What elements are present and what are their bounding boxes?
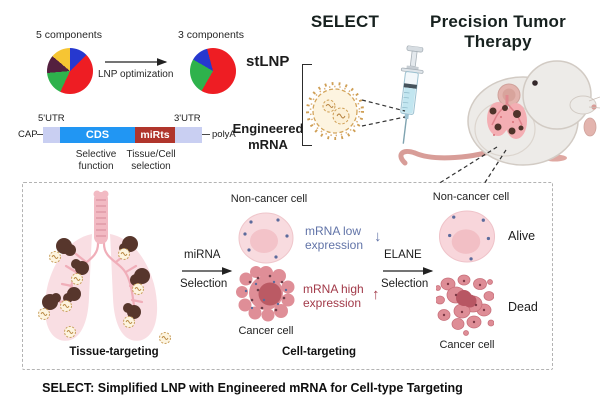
mirts-note: Tissue/Cell selection [126, 149, 176, 173]
alive-label: Alive [508, 229, 536, 243]
select-title: SELECT [310, 12, 380, 31]
lnp-particle-icon [306, 82, 364, 140]
mouse-paw [583, 117, 597, 137]
mouse-eye [532, 80, 538, 86]
noncancer-right-label: Non-cancer cell [432, 191, 510, 203]
stlnp-label: stLNP [246, 53, 290, 70]
mirts-box: miRts [135, 127, 175, 143]
utr3-box [175, 127, 202, 143]
polya-link-line [202, 134, 210, 136]
dead-cell-illustration [436, 274, 494, 336]
mirna-label: miRNA [184, 249, 221, 261]
bottom-panel [22, 182, 553, 370]
mrna-low-expression-label: mRNA low expression [305, 224, 364, 252]
cancer-center-label: Cancer cell [238, 325, 294, 337]
tissue-targeting-label: Tissue-targeting [69, 346, 159, 358]
elane-label: ELANE [384, 249, 422, 261]
pie-chart-3-components [190, 48, 236, 94]
utr5-label: 5'UTR [38, 113, 65, 124]
cap-link-line [37, 134, 43, 136]
polya-label: polyA [212, 129, 236, 140]
dead-label: Dead [508, 300, 538, 314]
lnp-optimization-label: LNP optimization [98, 69, 174, 80]
pie-chart-5-components [47, 48, 93, 94]
elane-selection-label: Selection [381, 278, 429, 290]
noncancer-cell-illustration [238, 212, 294, 264]
mouse-illustration [398, 60, 600, 166]
grouping-bracket [302, 64, 312, 146]
mrna-high-expression-label: mRNA high expression [303, 282, 364, 310]
lungs-illustration [38, 190, 171, 344]
mirna-selection-label: Selection [180, 278, 228, 290]
pie5-label: 5 components [36, 29, 102, 41]
figure-caption: SELECT: Simplified LNP with Engineered m… [42, 381, 463, 395]
alive-cell-illustration [438, 210, 496, 263]
utr5-box [43, 127, 60, 143]
noncancer-center-label: Non-cancer cell [230, 193, 308, 205]
cap-label: CAP [18, 129, 38, 140]
cell-targeting-label: Cell-targeting [281, 346, 357, 358]
cds-note: Selective function [75, 149, 117, 173]
utr3-label: 3'UTR [174, 113, 201, 124]
mouse-tumor-lungs [487, 95, 527, 139]
engineered-mrna-label: Engineered mRNA [232, 121, 304, 153]
cancer-right-label: Cancer cell [439, 339, 495, 351]
tumors [42, 236, 150, 319]
pie3-label: 3 components [178, 29, 244, 41]
down-arrow-icon: ↓ [374, 228, 382, 245]
lnp-minis [38, 248, 171, 344]
therapy-title: Precision Tumor Therapy [430, 12, 566, 51]
mouse-nose [591, 104, 597, 110]
cds-box: CDS [60, 127, 135, 143]
cancer-cell-illustration [236, 266, 295, 322]
up-arrow-icon: ↑ [372, 286, 380, 303]
